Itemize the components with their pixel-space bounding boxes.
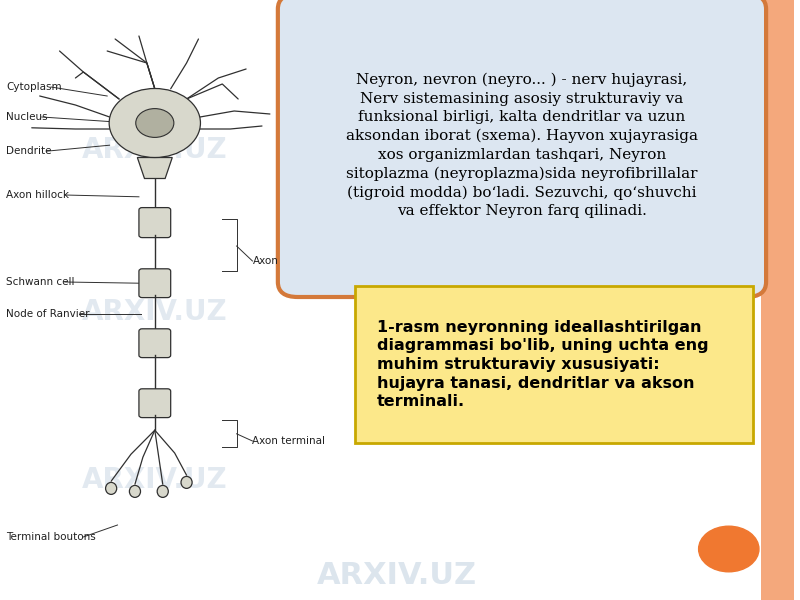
Text: ARXIV.UZ: ARXIV.UZ bbox=[82, 466, 228, 494]
Text: Dendrite: Dendrite bbox=[6, 146, 52, 156]
FancyBboxPatch shape bbox=[139, 389, 170, 418]
Text: ARXIV.UZ: ARXIV.UZ bbox=[82, 136, 228, 164]
Text: ARXIV.UZ: ARXIV.UZ bbox=[82, 298, 228, 326]
Text: Axon: Axon bbox=[253, 256, 278, 266]
Text: Neyron, nevron (neyro... ) - nerv hujayrasi,
Nerv sistemasining asosiy struktura: Neyron, nevron (neyro... ) - nerv hujayr… bbox=[346, 73, 698, 218]
Ellipse shape bbox=[181, 476, 192, 488]
FancyBboxPatch shape bbox=[139, 208, 170, 238]
Ellipse shape bbox=[130, 485, 141, 497]
Text: Node of Ranvier: Node of Ranvier bbox=[6, 309, 90, 319]
FancyBboxPatch shape bbox=[139, 269, 170, 298]
Text: Axon hillock: Axon hillock bbox=[6, 190, 70, 200]
Ellipse shape bbox=[109, 88, 201, 157]
Text: Axon terminal: Axon terminal bbox=[253, 436, 326, 446]
Text: ARXIV.UZ: ARXIV.UZ bbox=[317, 562, 477, 590]
Ellipse shape bbox=[157, 485, 168, 497]
Text: Cytoplasm: Cytoplasm bbox=[6, 82, 62, 92]
FancyBboxPatch shape bbox=[355, 286, 753, 443]
Circle shape bbox=[698, 526, 759, 572]
Text: Terminal boutons: Terminal boutons bbox=[6, 532, 96, 542]
Polygon shape bbox=[138, 157, 172, 179]
Ellipse shape bbox=[136, 109, 174, 137]
FancyBboxPatch shape bbox=[761, 0, 794, 600]
Text: 1-rasm neyronning ideallashtirilgan
diagrammasi bo'lib, uning uchta eng
muhim st: 1-rasm neyronning ideallashtirilgan diag… bbox=[377, 320, 709, 409]
FancyBboxPatch shape bbox=[139, 329, 170, 358]
FancyBboxPatch shape bbox=[278, 0, 766, 297]
Text: Schwann cell: Schwann cell bbox=[6, 277, 75, 287]
Text: Nucleus: Nucleus bbox=[6, 112, 48, 122]
Ellipse shape bbox=[106, 482, 117, 494]
Text: ARXIV.UZ: ARXIV.UZ bbox=[455, 169, 601, 197]
